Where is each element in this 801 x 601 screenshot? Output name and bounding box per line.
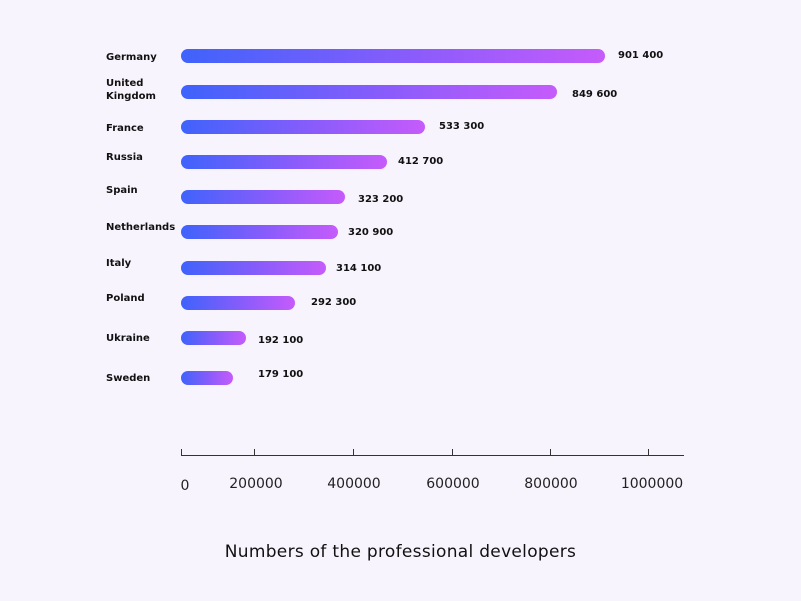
bar-ukraine: [181, 331, 246, 345]
value-label-poland: 292 300: [311, 297, 357, 308]
country-label-russia: Russia: [106, 152, 143, 163]
x-tick: [254, 449, 255, 455]
x-tick-label: 200000: [229, 476, 283, 492]
x-tick: [452, 449, 453, 455]
bar-united-kingdom: [181, 85, 557, 99]
value-label-italy: 314 100: [336, 263, 382, 274]
bar-france: [181, 120, 425, 134]
country-label-ukraine: Ukraine: [106, 333, 150, 344]
value-label-netherlands: 320 900: [348, 227, 394, 238]
value-label-germany: 901 400: [618, 50, 664, 61]
x-tick-label: 1000000: [620, 476, 684, 492]
country-label-sweden: Sweden: [106, 373, 151, 384]
x-tick-label: 0: [180, 478, 190, 494]
bar-russia: [181, 155, 387, 169]
value-label-united-kingdom: 849 600: [572, 89, 618, 100]
x-tick: [181, 449, 182, 455]
bar-spain: [181, 190, 345, 204]
bar-italy: [181, 261, 326, 275]
value-label-spain: 323 200: [358, 194, 404, 205]
value-label-ukraine: 192 100: [258, 335, 304, 346]
country-label-germany: Germany: [106, 52, 157, 63]
value-label-sweden: 179 100: [258, 369, 304, 380]
country-label-line: United: [106, 78, 144, 89]
x-tick: [550, 449, 551, 455]
bar-poland: [181, 296, 295, 310]
value-label-france: 533 300: [439, 121, 485, 132]
country-label-italy: Italy: [106, 258, 132, 269]
country-label-netherlands: Netherlands: [106, 222, 176, 233]
x-tick-label: 600000: [426, 476, 480, 492]
x-tick-label: 400000: [327, 476, 381, 492]
country-label-spain: Spain: [106, 185, 138, 196]
country-label-poland: Poland: [106, 293, 145, 304]
country-label-united-kingdom: United Kingdom: [106, 77, 176, 103]
value-label-russia: 412 700: [398, 156, 444, 167]
country-label-france: France: [106, 123, 144, 134]
x-tick-label: 800000: [524, 476, 578, 492]
x-axis-line: [181, 455, 684, 456]
bar-sweden: [181, 371, 233, 385]
bar-netherlands: [181, 225, 338, 239]
bar-germany: [181, 49, 605, 63]
x-tick: [648, 449, 649, 455]
x-tick: [353, 449, 354, 455]
country-label-line: Kingdom: [106, 91, 156, 102]
x-axis-title: Numbers of the professional developers: [224, 542, 577, 562]
